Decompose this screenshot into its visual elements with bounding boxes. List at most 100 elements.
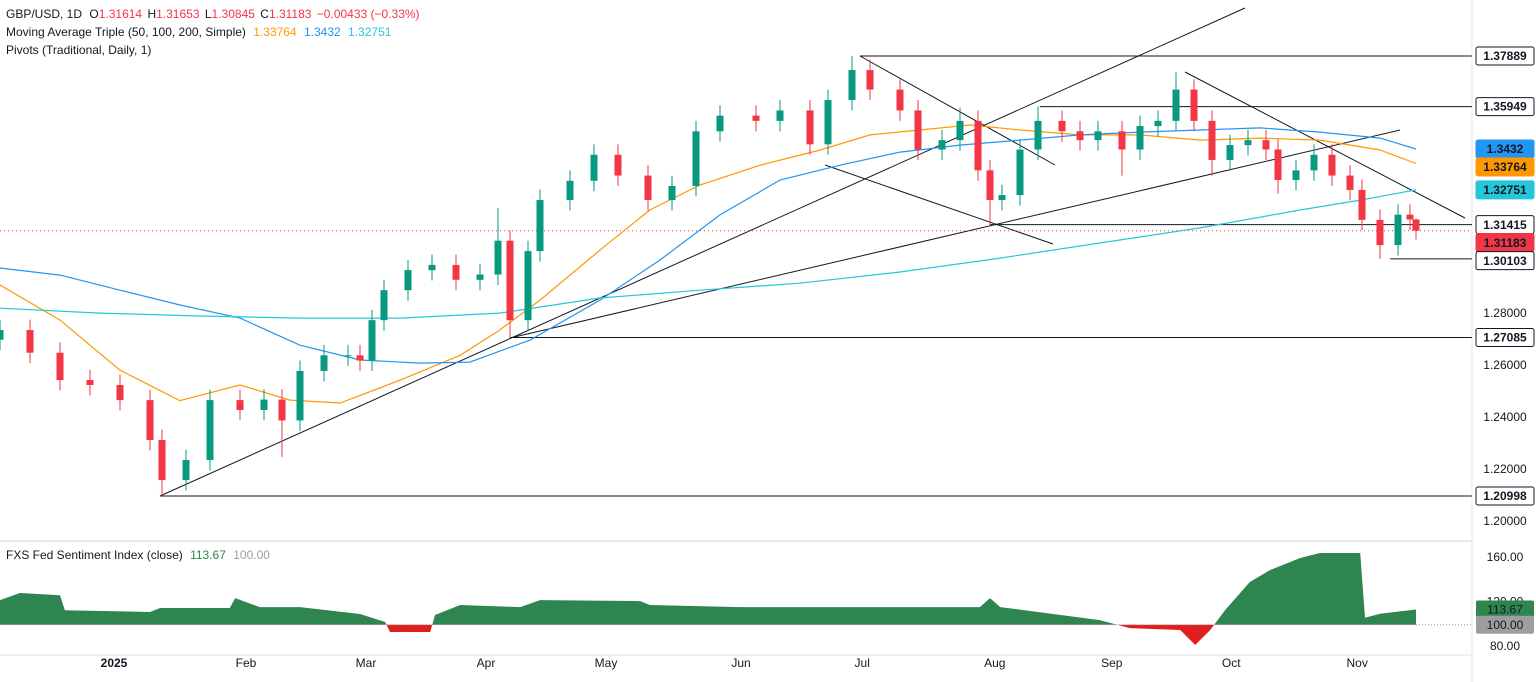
pivot-label: 1.30103 xyxy=(1483,254,1527,268)
candle-body xyxy=(182,460,190,481)
candle-body xyxy=(1292,170,1300,180)
candle-body xyxy=(1016,149,1024,196)
candle-body xyxy=(1034,120,1042,150)
ohlc-value: 1.31614 xyxy=(99,7,143,21)
pivot-label-bg xyxy=(1475,486,1535,506)
candle-body xyxy=(614,154,622,176)
candle-body xyxy=(998,195,1006,201)
candle-body xyxy=(1172,89,1180,121)
trend-line xyxy=(824,164,1054,245)
candle-body xyxy=(524,251,532,321)
candle-body xyxy=(1118,131,1126,150)
candle-body xyxy=(494,240,502,275)
x-tick-label: 2025 xyxy=(101,656,128,670)
ma-label-bg xyxy=(1475,157,1535,177)
sentiment-area-above xyxy=(0,553,1416,625)
ma-title: Moving Average Triple (50, 100, 200, Sim… xyxy=(6,25,246,39)
moving-average xyxy=(0,189,1417,319)
baseline-label-bg xyxy=(1476,615,1534,634)
ohlc-value: 1.30845 xyxy=(212,7,256,21)
pivot-label-bg xyxy=(1475,327,1535,347)
candle-body xyxy=(806,110,814,145)
x-tick-label: Feb xyxy=(236,656,257,670)
last-price-label: 1.31183 xyxy=(1484,236,1527,250)
candle-body xyxy=(116,385,124,401)
ohlc-value: 1.31183 xyxy=(269,7,312,21)
candle-body xyxy=(158,439,166,481)
sentiment-value-label-bg xyxy=(1476,600,1534,619)
candle-body xyxy=(344,355,352,357)
candle-body xyxy=(956,120,964,141)
candle-body xyxy=(1406,214,1414,220)
ma-value: 1.33764 xyxy=(253,25,297,39)
candle-body xyxy=(56,352,64,381)
trend-line xyxy=(859,55,1056,166)
candle-body xyxy=(1076,131,1084,141)
candle-body xyxy=(590,154,598,181)
x-tick-label: Mar xyxy=(356,656,377,670)
sentiment-legend: FXS Fed Sentiment Index (close) 113.67 1… xyxy=(6,548,270,562)
candle-body xyxy=(1058,120,1066,132)
trend-line xyxy=(1184,71,1466,219)
change: −0.00433 (−0.33%) xyxy=(317,7,420,21)
candle-body xyxy=(1094,131,1102,141)
candle-body xyxy=(1358,189,1366,220)
sentiment-value: 113.67 xyxy=(190,548,226,562)
candle-body xyxy=(848,70,856,101)
pivot-label-bg xyxy=(1475,251,1535,271)
candle-body xyxy=(476,274,484,280)
pivot-label-bg xyxy=(1475,97,1535,117)
x-tick-label: Nov xyxy=(1347,656,1368,670)
candle-body xyxy=(1244,140,1252,146)
candle-body xyxy=(278,399,286,421)
candle-body xyxy=(914,110,922,150)
x-tick-label: Apr xyxy=(477,656,496,670)
candle-body xyxy=(1208,120,1216,160)
pivot-label: 1.27085 xyxy=(1483,331,1527,345)
x-tick-label: May xyxy=(595,656,618,670)
sentiment-baseline: 100.00 xyxy=(233,548,270,562)
candle-body xyxy=(536,200,544,252)
candle-body xyxy=(1262,140,1270,150)
candle-body xyxy=(1136,126,1144,150)
sentiment-value-label: 113.67 xyxy=(1487,603,1523,617)
ma-label-bg xyxy=(1475,180,1535,200)
candle-body xyxy=(320,355,328,371)
candle-body xyxy=(206,400,214,461)
y-tick-label: 1.20000 xyxy=(1483,514,1527,528)
pivot-label-bg xyxy=(1475,46,1535,66)
candle-body xyxy=(356,355,364,361)
ohlc-label: H xyxy=(147,7,156,21)
candle-body xyxy=(1310,154,1318,171)
ma-label: 1.32751 xyxy=(1483,183,1527,197)
sentiment-area-below xyxy=(0,624,1416,645)
candle-body xyxy=(692,131,700,186)
candle-body xyxy=(566,180,574,201)
y-tick-label: 1.24000 xyxy=(1483,410,1527,424)
x-tick-label: Jul xyxy=(855,656,870,670)
candle-body xyxy=(668,185,676,201)
header-line: GBP/USD, 1D O1.31614 H1.31653 L1.30845 C… xyxy=(6,7,420,21)
trend-lines xyxy=(159,7,1466,497)
candle-body xyxy=(1190,89,1198,121)
ma-label: 1.3432 xyxy=(1487,142,1524,156)
sentiment-title: FXS Fed Sentiment Index (close) xyxy=(6,548,183,562)
candle-body xyxy=(1412,219,1420,231)
candle-body xyxy=(974,120,982,171)
trend-line xyxy=(159,7,1246,497)
candle-body xyxy=(1226,145,1234,160)
x-tick-label: Aug xyxy=(984,656,1005,670)
candle-body xyxy=(26,330,34,353)
candle-body xyxy=(296,370,304,421)
candle-body xyxy=(644,175,652,201)
pivot-label: 1.35949 xyxy=(1483,100,1527,114)
plot: 1.20000 1.22000 1.24000 1.26000 1.28000 2025 F… xyxy=(0,46,1535,670)
candle-body xyxy=(1376,219,1384,246)
candle-body xyxy=(1154,120,1162,127)
candle-body xyxy=(896,89,904,111)
pivot-label: 1.37889 xyxy=(1483,49,1527,63)
y-tick-label: 1.28000 xyxy=(1483,306,1527,320)
x-tick-label: Jun xyxy=(731,656,750,670)
candle-body xyxy=(506,240,514,321)
